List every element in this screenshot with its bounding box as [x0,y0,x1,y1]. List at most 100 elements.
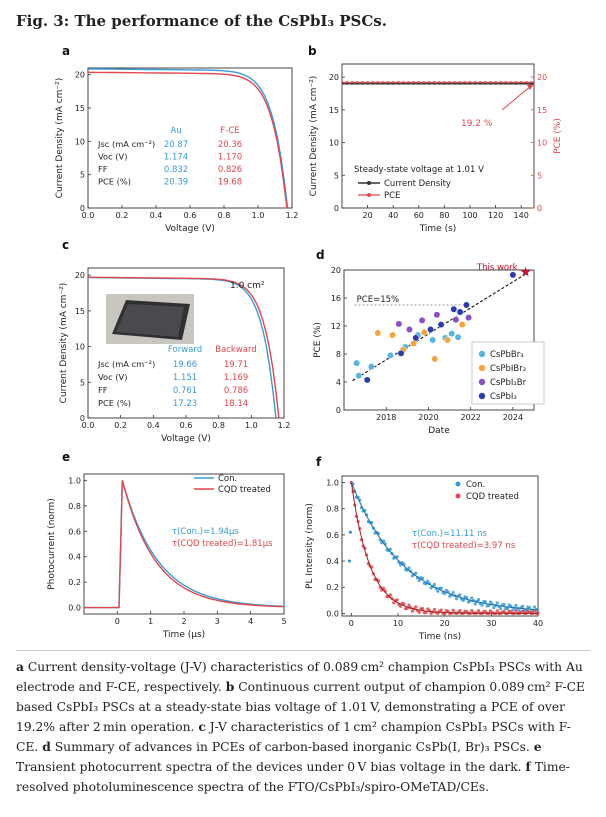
data-point [436,589,440,593]
y-tick-label: 20 [331,266,341,275]
y-tick-label: 20 [75,71,85,80]
table-fce-value: 1.170 [218,153,242,163]
x-tick-label: 0.6 [180,421,193,430]
x-tick-label: 0.4 [147,421,160,430]
data-point [454,597,459,601]
y-tick-label: 10 [75,343,85,352]
table-row-label: Voc (V) [98,372,127,382]
x-tick-label: 1.0 [252,211,265,220]
legend-marker [478,364,486,372]
x-tick-label: 10 [393,619,403,628]
x-tick-label: 1 [148,617,153,626]
data-point [439,608,443,612]
fce-jv-curve [88,71,288,209]
data-point [452,316,460,324]
data-point [410,609,415,613]
plot-frame [341,475,539,617]
legend-label: CsPbIBr₂ [490,364,526,374]
caption-c-text: J-V characteristics of 1 cm² champion Cs… [16,720,571,754]
x-axis-label: Time (μs) [162,630,205,640]
y-tick-label: 12 [331,322,341,331]
panel-label-b: b [308,44,317,58]
plot-frame [343,269,535,411]
y-tick-label: 0.0 [326,609,339,618]
caption-f-label: f [525,759,531,774]
table-backward-value: 19.71 [224,360,248,370]
table-fce-value: 0.826 [218,165,242,175]
table-forward-value: 19.66 [173,360,197,370]
y-tick-label: 0 [80,204,85,213]
y-axis-label: PL Intensity (norm) [305,503,315,589]
y-axis-label: Current Density (mA cm⁻²) [55,78,65,199]
y-tick-label: 0.2 [68,578,81,587]
pce-annotation: 19.2 % [461,119,493,129]
table-au-header: Au [170,126,181,136]
tau-con-label: τ(Con.)=11.11 ns [412,529,488,539]
y-axis-label: Current Density (mA cm⁻²) [309,76,319,197]
x-axis-label: Time (s) [419,224,457,234]
table-backward-value: 18.14 [224,399,248,409]
data-point [395,598,399,602]
legend-current-label: Current Density [384,179,451,189]
table-row-label: Voc (V) [98,152,127,162]
x-tick-label: 140 [514,211,529,220]
legend-label: Con. [218,474,237,484]
table-row-label: Jsc (mA cm⁻²) [97,139,155,149]
data-point [473,602,477,606]
table-row-label: Jsc (mA cm⁻²) [97,359,155,369]
table-backward-value: 0.786 [224,386,248,396]
data-point [431,355,439,363]
x-tick-label: 2 [181,617,186,626]
figure-title: Fig. 3: The performance of the CsPbI₃ PS… [16,12,387,30]
this-work-star [520,266,531,277]
table-row-label: FF [98,164,108,174]
con-fit-curve [350,482,539,611]
x-tick-label: 3 [215,617,220,626]
data-point [405,326,413,333]
data-point [461,598,465,602]
x-axis-label: Date [428,426,450,436]
data-point [509,271,517,279]
data-point [470,596,474,600]
data-point [483,600,487,604]
tau-cqd-label: τ(CQD treated)=1.81μs [172,539,273,549]
annotation-arrow [501,85,532,111]
x-axis-label: Voltage (V) [161,434,211,444]
legend-label: CsPbBr₃ [490,350,524,360]
cqd-treated-curve [84,480,285,609]
data-point [348,530,352,534]
panel-label-c: c [62,238,70,252]
data-point [495,609,499,613]
y-axis-label: Photocurrent (norm) [47,498,57,590]
table-forward-header: Forward [168,345,202,355]
table-au-value: 0.832 [164,165,188,175]
legend-marker [478,392,486,400]
y2-tick-label: 5 [537,171,542,180]
caption-a-text: Current density-voltage (J-V) characteri… [16,660,583,694]
data-point [439,586,443,590]
plot-frame [341,63,535,209]
data-point [502,609,506,613]
data-point [465,314,473,322]
y-tick-label: 0.8 [326,505,339,514]
table-forward-value: 0.761 [173,386,197,396]
legend-marker [478,378,486,386]
data-point [458,321,466,329]
this-work-label: This work [476,263,518,273]
data-point [421,576,425,580]
data-point [420,328,428,336]
data-point [432,582,437,587]
data-point [437,321,445,329]
caption-b-label: b [225,679,235,694]
x-tick-label: 0.0 [82,211,95,220]
data-point [521,609,525,613]
x-tick-label: 2018 [376,413,396,422]
caption-d-text: Summary of advances in PCEs of carbon-ba… [50,740,534,754]
data-point [495,601,499,605]
legend-marker [455,493,461,499]
legend-label: CsPbI₃ [490,392,517,402]
y-tick-label: 16 [331,294,341,303]
y-tick-label: 5 [80,171,85,180]
y-axis-label: Current Density (mA cm⁻²) [59,283,69,404]
